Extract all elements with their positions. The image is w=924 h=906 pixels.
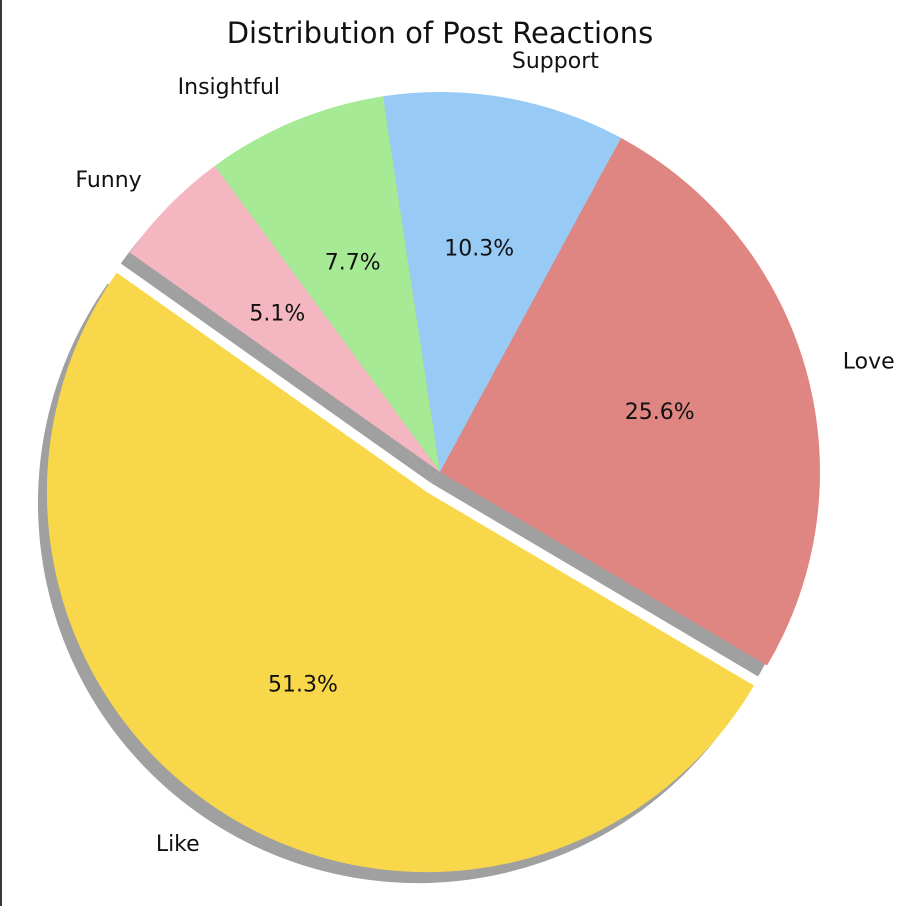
percent-label-insightful: 7.7% <box>325 250 381 275</box>
pie-slices <box>46 91 821 873</box>
category-label-like: Like <box>156 832 200 857</box>
chart-title: Distribution of Post Reactions <box>227 16 654 50</box>
category-label-funny: Funny <box>75 168 141 193</box>
percent-label-funny: 5.1% <box>249 301 305 326</box>
category-label-love: Love <box>843 349 895 374</box>
slice-like <box>46 272 755 873</box>
slice-insightful <box>214 96 440 472</box>
slice-funny <box>129 165 440 473</box>
percent-label-love: 25.6% <box>625 400 695 425</box>
category-labels: Love Support Insightful Funny Like <box>75 49 894 857</box>
percent-label-like: 51.3% <box>268 673 338 698</box>
percent-label-support: 10.3% <box>444 236 514 261</box>
slice-support <box>382 91 621 472</box>
category-label-support: Support <box>512 49 599 74</box>
percent-labels: 25.6% 10.3% 7.7% 5.1% 51.3% <box>249 236 694 697</box>
slice-love <box>440 137 821 666</box>
category-label-insightful: Insightful <box>178 75 280 100</box>
